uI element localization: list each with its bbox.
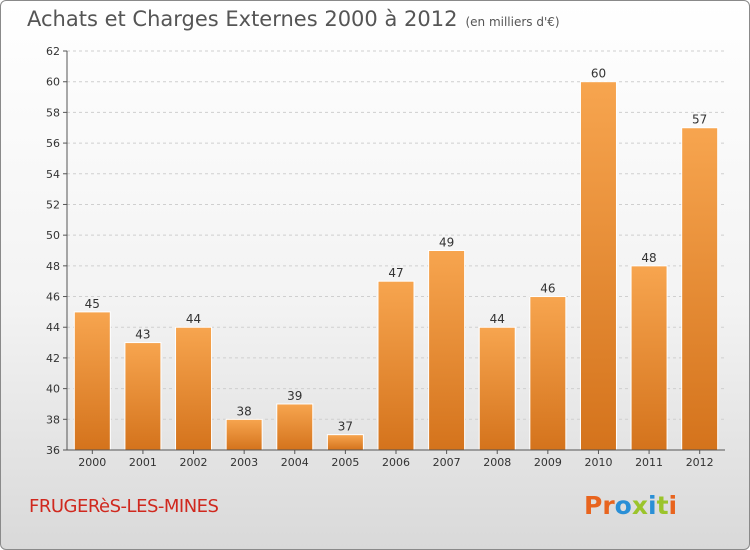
y-tick-label: 54 [46,168,60,181]
logo-letter: i [648,491,657,520]
bar [579,81,617,451]
x-tick-label: 2000 [78,456,106,469]
bar-value-label: 37 [338,420,353,434]
logo-letter: P [584,491,603,520]
x-tick-label: 2004 [281,456,309,469]
city-name: FRUGERèS-LES-MINES [29,496,219,517]
y-tick-label: 56 [46,137,60,150]
bar [681,127,719,451]
logo-letter: t [656,491,669,520]
y-tick-label: 38 [46,413,60,426]
x-tick-label: 2006 [382,456,410,469]
y-tick-label: 50 [46,229,60,242]
bar-value-label: 45 [85,297,100,311]
logo-letter: r [602,491,615,520]
bar [529,296,567,451]
bar [630,265,668,451]
proxiti-logo: Proxiti [584,491,677,520]
x-tick-label: 2003 [230,456,258,469]
y-tick-label: 42 [46,352,60,365]
bar-value-label: 44 [490,312,505,326]
bar [276,403,314,451]
bar [124,342,162,451]
bar-value-label: 48 [641,251,656,265]
chart-title-text: Achats et Charges Externes 2000 à 2012 [27,7,458,31]
bar [478,326,516,451]
y-tick-label: 62 [46,45,60,58]
x-tick-label: 2007 [433,456,461,469]
x-tick-label: 2002 [180,456,208,469]
labels: 36 38 40 42 44 46 48 50 52 54 56 58 60 62 45 2000 43 2001… [46,45,714,469]
chart-title: Achats et Charges Externes 2000 à 2012 (e… [27,7,560,31]
logo-letter: x [631,491,648,520]
x-tick-label: 2011 [635,456,663,469]
bar-value-label: 49 [439,236,454,250]
x-tick-label: 2012 [686,456,714,469]
y-tick-label: 48 [46,260,60,273]
x-tick-label: 2010 [584,456,612,469]
y-tick-label: 58 [46,106,60,119]
bar-value-label: 60 [591,67,606,81]
x-tick-label: 2005 [331,456,359,469]
bar [428,250,466,451]
bar [73,311,111,451]
bar [175,326,213,451]
y-tick-label: 40 [46,383,60,396]
bar-value-label: 43 [135,328,150,342]
bar-value-label: 47 [388,266,403,280]
x-tick-label: 2001 [129,456,157,469]
bar [326,434,364,451]
x-tick-label: 2009 [534,456,562,469]
y-tick-label: 46 [46,291,60,304]
logo-letter: o [614,491,632,520]
y-tick-label: 60 [46,76,60,89]
chart-unit: (en milliers d'€) [465,15,560,29]
x-tick-label: 2008 [483,456,511,469]
bar [225,418,263,451]
y-tick-label: 44 [46,321,60,334]
bar [377,280,415,451]
bar-value-label: 44 [186,312,201,326]
bar-value-label: 46 [540,282,555,296]
bar-value-label: 57 [692,113,707,127]
y-tick-label: 52 [46,198,60,211]
logo-letter: i [668,491,678,520]
axes [63,50,725,454]
bar-value-label: 39 [287,389,302,403]
bar-value-label: 38 [237,404,252,418]
y-tick-label: 36 [46,444,60,457]
